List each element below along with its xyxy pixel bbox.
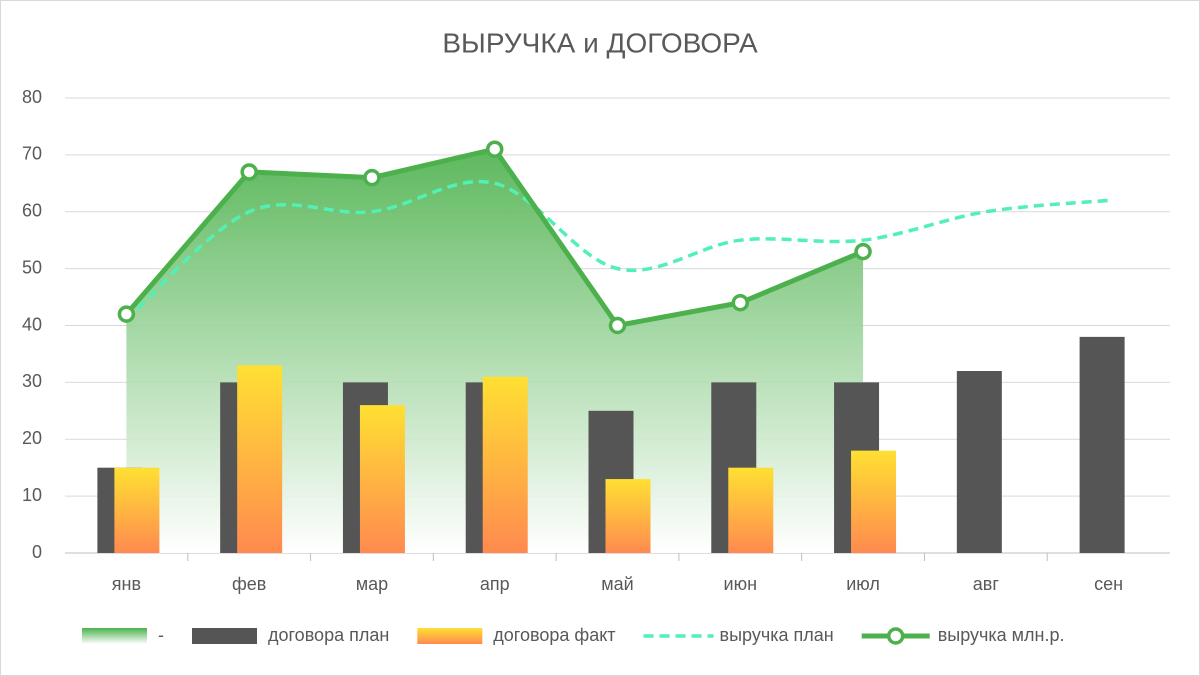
y-tick-label: 20	[22, 428, 42, 448]
x-tick-label: июн	[724, 574, 758, 594]
legend-label: договора план	[268, 625, 389, 645]
marker	[485, 140, 504, 158]
x-tick-label: апр	[480, 574, 510, 594]
chart-title: ВЫРУЧКА и ДОГОВОРА	[442, 27, 758, 58]
bar	[114, 467, 160, 553]
legend-label: выручка млн.р.	[938, 625, 1065, 645]
y-tick-label: 10	[22, 485, 42, 505]
bar	[1079, 336, 1125, 553]
bar	[605, 479, 651, 553]
y-tick-label: 40	[22, 314, 42, 334]
y-tick-label: 70	[22, 144, 42, 164]
marker	[240, 163, 258, 181]
legend-label: выручка план	[720, 625, 834, 645]
x-tick-label: авг	[973, 574, 1000, 594]
x-tick-label: фев	[232, 574, 266, 594]
marker	[117, 305, 136, 323]
x-tick-label: май	[601, 574, 633, 594]
y-tick-label: 50	[22, 257, 42, 277]
y-tick-label: 30	[22, 371, 42, 391]
line	[125, 180, 1109, 322]
bar	[359, 405, 405, 553]
y-tick-label: 60	[22, 201, 42, 221]
marker	[363, 168, 381, 187]
bar	[956, 371, 1002, 553]
bar	[237, 365, 283, 553]
legend-swatch	[417, 628, 483, 644]
bar	[482, 376, 528, 553]
x-tick-label: сен	[1094, 574, 1123, 594]
area	[126, 149, 864, 553]
marker	[608, 316, 627, 335]
legend-swatch	[82, 628, 147, 644]
marker	[854, 242, 872, 261]
legend-swatch	[886, 627, 905, 645]
legend-label: -	[158, 625, 164, 645]
legend-label: договора факт	[493, 625, 615, 645]
x-tick-label: июл	[846, 574, 880, 594]
bar	[851, 450, 897, 553]
x-tick-label: янв	[112, 574, 141, 594]
bar	[728, 467, 774, 553]
legend-swatch	[192, 628, 257, 644]
x-tick-label: мар	[356, 574, 388, 594]
marker	[731, 294, 750, 312]
y-tick-label: 0	[32, 542, 42, 562]
y-tick-label: 80	[22, 87, 42, 107]
